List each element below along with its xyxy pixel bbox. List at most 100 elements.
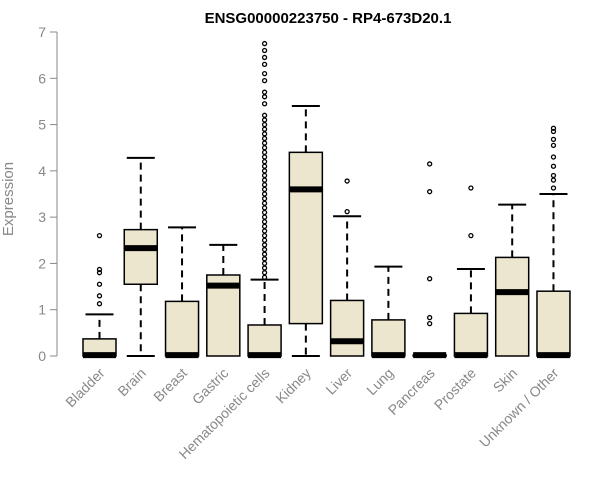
box-iqr xyxy=(329,299,365,357)
box-group-liver xyxy=(329,178,365,357)
outlier-point xyxy=(550,177,557,183)
x-category-label: Liver xyxy=(322,365,355,398)
outlier-point xyxy=(261,126,268,132)
outlier-point xyxy=(261,61,268,68)
chart-title: ENSG00000223750 - RP4-673D20.1 xyxy=(205,10,452,27)
y-tick-label: 1 xyxy=(38,302,46,318)
outlier-point xyxy=(550,136,557,143)
box-group-breast xyxy=(164,226,200,359)
x-category-label: Lung xyxy=(363,365,396,398)
box-group-prostate xyxy=(453,185,489,359)
outlier-point xyxy=(261,54,268,61)
box-group-unknown-other xyxy=(536,125,571,359)
y-tick-label: 0 xyxy=(38,348,46,364)
outlier-point xyxy=(96,266,103,273)
y-tick-label: 7 xyxy=(38,24,46,40)
outlier-point xyxy=(468,185,474,191)
box-iqr xyxy=(453,312,489,357)
outlier-point xyxy=(344,178,350,184)
box-group-brain xyxy=(123,156,159,357)
box-iqr xyxy=(164,300,200,357)
outlier-point xyxy=(261,214,268,220)
outlier-point xyxy=(261,172,268,179)
outlier-point xyxy=(261,163,268,169)
y-tick-label: 2 xyxy=(38,255,46,271)
y-tick-label: 5 xyxy=(38,117,46,133)
outlier-point xyxy=(96,293,103,299)
outlier-point xyxy=(261,121,268,128)
outlier-point xyxy=(261,233,268,239)
outlier-point xyxy=(261,117,268,123)
x-category-label: Brain xyxy=(114,365,148,399)
y-tick-label: 3 xyxy=(38,209,46,225)
outlier-point xyxy=(261,77,268,84)
box-group-kidney xyxy=(288,105,324,357)
box-group-pancreas xyxy=(412,161,447,359)
outlier-point xyxy=(550,154,557,160)
outlier-point xyxy=(261,274,268,280)
outlier-point xyxy=(261,237,268,243)
outlier-point xyxy=(468,233,474,239)
outlier-point xyxy=(427,189,433,195)
outlier-point xyxy=(261,265,268,271)
outlier-point xyxy=(261,168,268,174)
y-tick-label: 6 xyxy=(38,70,46,86)
x-category-label: Kidney xyxy=(272,365,314,407)
outlier-point xyxy=(261,228,268,234)
outlier-point xyxy=(261,131,268,137)
box-plots xyxy=(82,40,571,359)
box-iqr xyxy=(536,290,571,357)
box-group-skin xyxy=(494,203,530,357)
outlier-point xyxy=(261,89,268,95)
outlier-point xyxy=(261,209,268,216)
box-group-gastric xyxy=(206,243,241,357)
x-category-label: Prostate xyxy=(431,365,479,413)
outlier-point xyxy=(261,182,268,188)
outlier-point xyxy=(427,320,433,327)
outlier-point xyxy=(261,195,268,202)
outlier-point xyxy=(344,208,350,215)
outlier-point xyxy=(261,270,268,276)
outlier-point xyxy=(261,200,268,206)
outlier-point xyxy=(261,140,268,146)
outlier-point xyxy=(427,276,433,282)
outlier-point xyxy=(96,233,103,239)
outlier-point xyxy=(261,260,268,267)
outlier-point xyxy=(261,101,268,107)
outlier-point xyxy=(550,172,557,179)
outlier-point xyxy=(261,47,268,54)
outlier-point xyxy=(96,281,103,287)
outlier-point xyxy=(261,223,268,230)
outlier-point xyxy=(261,256,268,262)
outlier-point xyxy=(427,161,433,167)
box-iqr xyxy=(494,256,530,357)
outlier-point xyxy=(261,94,268,100)
outlier-point xyxy=(261,71,268,77)
box-iqr xyxy=(371,319,406,357)
outlier-point xyxy=(261,219,268,225)
outlier-point xyxy=(261,246,268,253)
outlier-point xyxy=(261,186,268,193)
y-tick-label: 4 xyxy=(38,163,46,179)
outlier-point xyxy=(261,145,268,151)
y-axis-label: Expression xyxy=(0,162,17,236)
box-group-bladder xyxy=(82,233,117,359)
outlier-point xyxy=(261,191,268,197)
box-iqr xyxy=(123,228,159,286)
outlier-point xyxy=(261,205,268,211)
box-group-hematopoietic-cells xyxy=(247,40,282,359)
outlier-point xyxy=(550,185,557,191)
outlier-point xyxy=(550,142,557,149)
x-category-label: Skin xyxy=(490,365,521,396)
outlier-point xyxy=(261,177,268,183)
outlier-point xyxy=(261,158,268,165)
outlier-point xyxy=(550,125,557,131)
box-iqr xyxy=(288,151,324,325)
outlier-point xyxy=(261,40,268,47)
outlier-point xyxy=(261,154,268,160)
outlier-point xyxy=(261,135,268,142)
x-category-label: Breast xyxy=(150,365,190,405)
outlier-point xyxy=(96,301,103,307)
